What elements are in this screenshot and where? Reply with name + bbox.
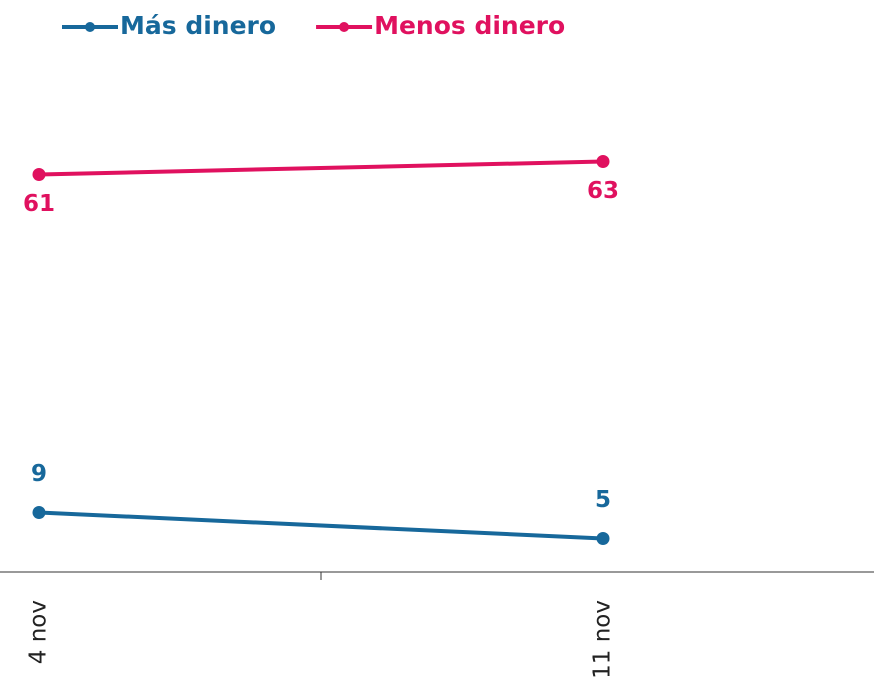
- data-label: 9: [31, 461, 47, 487]
- series-line: [38, 159, 604, 177]
- data-label: 5: [595, 487, 611, 513]
- legend-label: Más dinero: [120, 11, 276, 40]
- point: [32, 168, 46, 181]
- point: [32, 506, 46, 519]
- legend-dot: [339, 22, 350, 32]
- x-tick-label: 11 nov: [590, 600, 616, 679]
- legend-label: Menos dinero: [374, 11, 565, 40]
- point: [596, 532, 610, 545]
- point: [596, 155, 610, 168]
- data-label: 63: [587, 178, 619, 204]
- x-tick-label: 4 nov: [26, 600, 52, 664]
- data-label: 61: [23, 191, 55, 217]
- legend-dot: [85, 22, 95, 32]
- series-line: [38, 510, 604, 541]
